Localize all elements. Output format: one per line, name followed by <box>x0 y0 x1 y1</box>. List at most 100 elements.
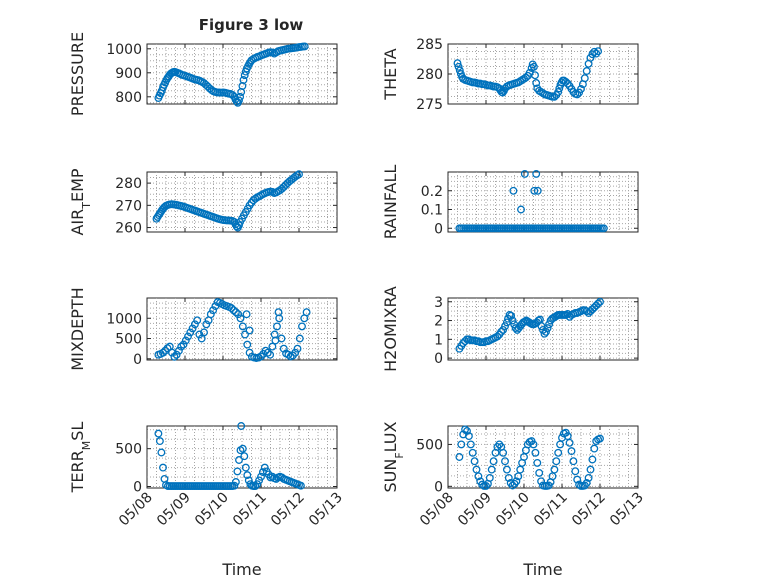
data-point <box>554 448 563 457</box>
data-point <box>511 324 520 333</box>
data-point <box>236 92 245 101</box>
data-point <box>537 477 546 486</box>
data-point <box>596 297 604 306</box>
data-point <box>251 482 260 491</box>
y-axis-label: H2OMIXRA <box>381 286 400 372</box>
data-point <box>543 324 552 333</box>
data-point <box>186 328 195 337</box>
data-point <box>229 306 238 315</box>
data-point <box>550 465 559 474</box>
data-point <box>242 310 251 319</box>
data-point <box>554 88 563 96</box>
y-tick-label: 800 <box>115 90 142 106</box>
data-point <box>238 444 247 453</box>
x-tick-label: 05/12 <box>569 490 609 530</box>
data-point <box>575 480 584 489</box>
data-point <box>520 169 529 178</box>
data-point <box>257 472 265 481</box>
y-tick-label: 500 <box>115 332 142 348</box>
data-point <box>159 463 167 472</box>
data-point <box>504 473 513 482</box>
data-point <box>497 327 506 336</box>
data-point <box>268 472 277 481</box>
data-point <box>188 324 197 333</box>
data-point <box>234 310 243 319</box>
data-point <box>261 346 270 355</box>
data-point <box>493 332 502 341</box>
x-tick-label: 05/10 <box>192 490 232 530</box>
data-point <box>517 205 525 214</box>
data-point <box>474 472 483 481</box>
series-markers <box>154 422 305 491</box>
data-point <box>157 448 166 457</box>
series-markers <box>154 42 309 107</box>
y-axis-label: TERRMSL <box>68 422 93 494</box>
data-point <box>257 352 265 361</box>
data-point <box>295 334 304 343</box>
y-tick-label: 500 <box>416 437 443 453</box>
data-point <box>179 340 188 349</box>
y-tick-label: 500 <box>115 442 142 458</box>
data-point <box>530 186 539 195</box>
data-point <box>478 480 487 489</box>
data-point <box>586 465 595 474</box>
data-point <box>172 350 181 359</box>
data-point <box>580 74 589 83</box>
grid <box>448 426 638 488</box>
y-tick-label: 280 <box>115 176 142 192</box>
data-point <box>298 322 306 331</box>
data-point <box>489 457 498 466</box>
data-point <box>582 479 591 487</box>
data-point <box>190 320 199 329</box>
panel-air-temp: 260 270 280 AIRTEMP <box>68 168 338 237</box>
data-point <box>577 85 585 93</box>
data-point <box>599 224 608 233</box>
data-point <box>238 322 247 331</box>
y-tick-label: 1000 <box>106 42 142 58</box>
data-point <box>501 322 509 331</box>
x-tick-label: 05/12 <box>268 490 308 530</box>
data-point <box>195 330 204 339</box>
data-point <box>463 427 471 435</box>
y-axis-label: MIXDEPTH <box>68 287 87 370</box>
data-point <box>485 473 494 482</box>
x-tick-label: 05/13 <box>306 490 346 530</box>
y-axis-label: SUNFLUX <box>381 421 406 492</box>
y-tick-label: 0 <box>434 351 443 367</box>
data-point <box>565 438 574 447</box>
data-point <box>235 456 243 464</box>
data-point <box>291 348 300 357</box>
data-point <box>184 332 192 341</box>
x-axis-label: Time <box>221 560 261 579</box>
data-point <box>243 471 252 480</box>
data-point <box>159 348 167 357</box>
data-point <box>155 437 164 446</box>
panel-pressure: 800 900 1000 PRESSURE <box>68 32 338 116</box>
data-point <box>181 336 190 345</box>
data-point <box>240 71 249 80</box>
panel-rainfall: 0 0.1 0.2 RAINFALL <box>381 165 639 240</box>
data-point <box>532 169 541 178</box>
data-point <box>245 348 254 357</box>
data-point <box>594 299 603 308</box>
data-point <box>455 453 464 461</box>
data-point <box>461 337 470 346</box>
data-point <box>271 336 280 345</box>
data-point <box>241 463 250 472</box>
data-point <box>502 465 511 474</box>
data-point <box>532 79 541 87</box>
data-point <box>235 221 243 230</box>
data-point <box>508 316 517 325</box>
y-tick-label: 285 <box>416 37 443 53</box>
data-point <box>496 86 505 95</box>
data-point <box>582 67 591 75</box>
data-point <box>168 348 177 357</box>
data-point <box>241 330 249 339</box>
y-axis-label: PRESSURE <box>68 32 87 116</box>
data-point <box>274 308 283 317</box>
y-tick-label: 900 <box>115 66 142 82</box>
y-axis-label: RAINFALL <box>381 165 400 240</box>
data-point <box>231 478 240 486</box>
x-tick-label: 05/11 <box>230 490 270 530</box>
